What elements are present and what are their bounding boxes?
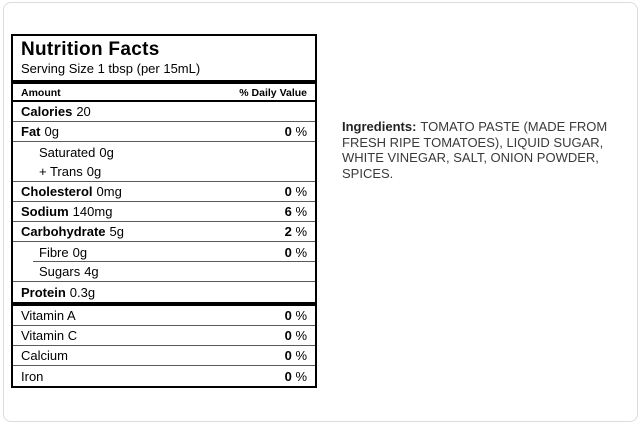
nutrient-amount: 0g (72, 244, 88, 260)
nutrient-daily-value: 0 % (285, 348, 307, 363)
nutrient-daily-value: 0 % (285, 124, 307, 139)
nutrition-row: Vitamin A 0 % (13, 306, 315, 326)
nutrition-row: Iron 0 % (13, 366, 315, 386)
nutrient-daily-value: 6 % (285, 204, 307, 219)
nutrient-amount: 0g (44, 124, 59, 139)
nutrient-amount: 20 (76, 104, 91, 119)
nutrient-daily-value: 0 % (285, 245, 307, 260)
amount-header-label: Amount (21, 87, 61, 99)
percent-sign: % (291, 224, 307, 239)
ingredients-label: Ingredients: (342, 119, 417, 134)
nutrient-name: Fat (21, 124, 41, 139)
daily-value-header-label: % Daily Value (239, 87, 307, 99)
daily-value-number: 0 (284, 308, 292, 323)
nutrient-amount: 0g (99, 144, 114, 160)
nutrient-name: Vitamin C (21, 328, 78, 343)
nutrition-row: + Trans 0g (13, 162, 315, 182)
nutrient-amount: 4g (84, 264, 99, 279)
percent-sign: % (291, 368, 307, 384)
percent-sign: % (291, 308, 307, 323)
nutrition-row: Calcium 0 % (13, 346, 315, 366)
daily-value-number: 0 (284, 184, 292, 199)
nutrient-amount: 140mg (72, 204, 113, 219)
percent-sign: % (291, 244, 307, 260)
nutrition-row: Fat 0g 0 % (13, 122, 315, 142)
nutrition-row: Cholesterol 0mg 0 % (13, 182, 315, 202)
nutrition-row: Calories 20 (13, 102, 315, 122)
ingredients-body: TOMATO PASTE (MADE FROM FRESH RIPE TOMAT… (342, 119, 608, 181)
daily-value-number: 0 (284, 328, 292, 343)
nutrition-row: Saturated 0g (13, 142, 315, 162)
nutrition-row: Sugars 4g (13, 262, 315, 282)
nutrient-daily-value: 0 % (285, 328, 307, 343)
daily-value-number: 0 (284, 244, 292, 260)
nutrition-row: Carbohydrate 5g 2 % (13, 222, 315, 242)
nutrient-name: Calcium (21, 348, 68, 363)
nutrient-name: Cholesterol (21, 184, 93, 199)
ingredients-block: Ingredients: TOMATO PASTE (MADE FROM FRES… (342, 119, 640, 181)
product-image-card: Nutrition Facts Serving Size 1 tbsp (per… (3, 2, 638, 422)
nutrient-amount: 0g (86, 164, 102, 179)
nutrient-amount: 5g (109, 224, 124, 239)
percent-sign: % (291, 204, 307, 219)
daily-value-number: 0 (284, 348, 292, 363)
nutrient-name: + Trans (39, 164, 83, 179)
nutrition-row: Fibre 0g 0 % (13, 242, 315, 262)
nutrient-daily-value: 2 % (285, 224, 307, 239)
nutrient-name: Fibre (39, 244, 69, 260)
nutrition-row: Protein 0.3g (13, 282, 315, 306)
daily-value-number: 2 (284, 224, 292, 239)
thick-divider-bar (13, 80, 315, 84)
percent-sign: % (291, 328, 307, 343)
nutrient-name: Sodium (21, 204, 69, 219)
nutrition-facts-title: Nutrition Facts (21, 39, 160, 60)
nutrient-name: Iron (21, 368, 44, 384)
percent-sign: % (291, 184, 307, 199)
nutrient-name: Protein (21, 284, 66, 300)
amount-header-row: Amount % Daily Value (13, 84, 315, 102)
nutrient-amount: 0mg (96, 184, 122, 199)
nutrient-amount: 0.3g (69, 284, 96, 300)
nutrient-daily-value: 0 % (285, 308, 307, 323)
nutrient-name: Vitamin A (21, 308, 76, 323)
nutrient-name: Carbohydrate (21, 224, 106, 239)
percent-sign: % (291, 348, 307, 363)
nutrient-name: Saturated (39, 144, 96, 160)
nutrition-row: Sodium 140mg 6 % (13, 202, 315, 222)
nutrition-facts-panel: Nutrition Facts Serving Size 1 tbsp (per… (11, 34, 317, 388)
percent-sign: % (291, 124, 307, 139)
daily-value-number: 0 (284, 368, 292, 384)
nutrient-daily-value: 0 % (285, 184, 307, 199)
daily-value-number: 6 (284, 204, 292, 219)
nutrient-name: Sugars (39, 264, 81, 279)
nutrient-name: Calories (21, 104, 73, 119)
nutrition-row: Vitamin C 0 % (13, 326, 315, 346)
nutrient-daily-value: 0 % (285, 369, 307, 384)
nutrition-rows: Calories 20 Fat 0g 0 % Saturated 0g + Tr… (13, 102, 315, 386)
daily-value-number: 0 (284, 124, 292, 139)
serving-size-text: Serving Size 1 tbsp (per 15mL) (21, 61, 201, 76)
